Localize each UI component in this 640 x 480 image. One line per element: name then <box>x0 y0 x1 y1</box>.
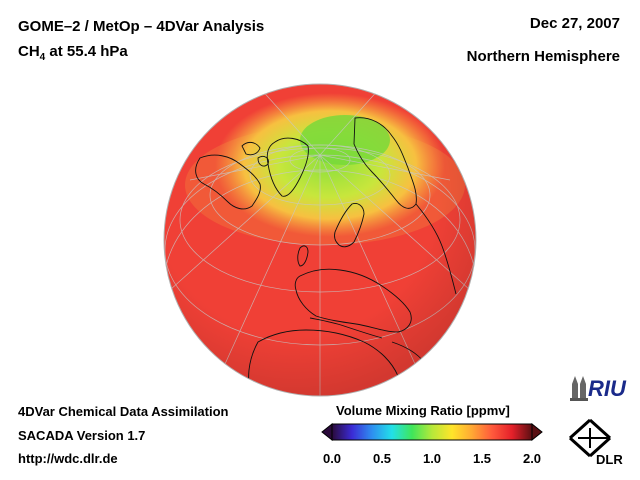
footer-line-2: SACADA Version 1.7 <box>18 428 146 443</box>
colorbar-max-arrow <box>531 422 543 442</box>
colorbar <box>321 422 543 442</box>
colorbar-min-arrow <box>321 422 333 442</box>
colorbar-tick-label: 0.5 <box>372 451 392 466</box>
colorbar-tick-label: 1.5 <box>472 451 492 466</box>
colorbar-tick-label: 1.0 <box>422 451 442 466</box>
date-label: Dec 27, 2007 <box>529 15 620 32</box>
colorbar-title: Volume Mixing Ratio [ppmv] <box>336 403 510 418</box>
footer-line-1: 4DVar Chemical Data Assimilation <box>18 404 229 419</box>
dlr-logo: DLR <box>568 418 623 466</box>
dlr-text: DLR <box>596 452 623 466</box>
riu-text: RIU <box>588 376 627 401</box>
riu-logo: RIU <box>570 376 627 401</box>
cologne-cathedral-icon <box>570 376 588 401</box>
colorbar-tick-label: 2.0 <box>522 451 542 466</box>
region-label: Northern Hemisphere <box>466 48 620 65</box>
map-title: GOME–2 / MetOp – 4DVar Analysis <box>18 18 265 35</box>
globe-map <box>163 83 477 397</box>
dlr-emblem-icon <box>568 418 612 458</box>
colorbar-gradient <box>331 423 533 441</box>
species-label: CH4 at 55.4 hPa <box>18 43 128 63</box>
footer-line-3: http://wdc.dlr.de <box>18 451 118 466</box>
colorbar-tick-label: 0.0 <box>322 451 342 466</box>
